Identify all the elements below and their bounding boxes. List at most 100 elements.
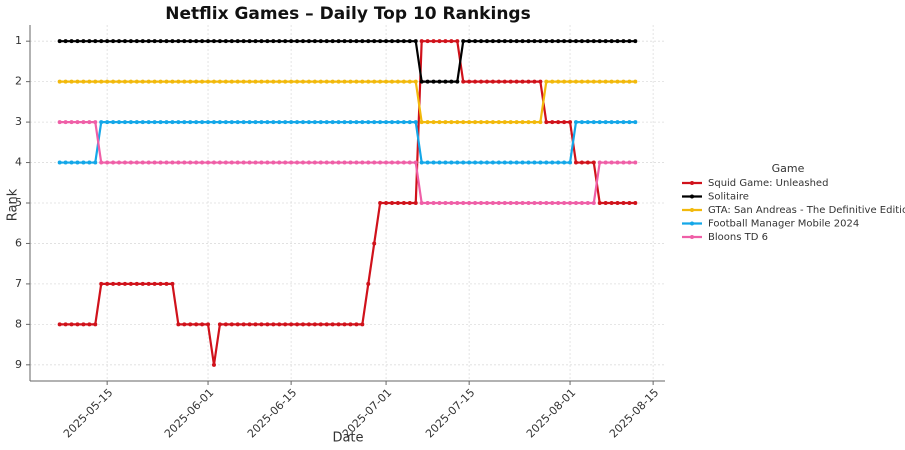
data-point xyxy=(401,120,406,125)
x-tick-label: 2025-08-01 xyxy=(524,386,578,440)
data-point xyxy=(532,39,537,44)
data-point xyxy=(318,322,323,327)
data-point xyxy=(69,79,74,84)
data-point xyxy=(63,79,68,84)
data-point xyxy=(354,160,359,165)
data-point xyxy=(532,120,537,125)
data-point xyxy=(597,39,602,44)
data-point xyxy=(568,120,573,125)
data-point xyxy=(609,160,614,165)
data-point xyxy=(217,120,222,125)
data-point xyxy=(633,160,638,165)
data-point xyxy=(283,322,288,327)
data-point xyxy=(366,39,371,44)
data-point xyxy=(283,79,288,84)
data-point xyxy=(117,39,122,44)
data-point xyxy=(520,201,525,205)
data-point xyxy=(217,160,222,165)
data-point xyxy=(253,160,258,165)
data-point xyxy=(490,201,495,205)
data-point xyxy=(562,120,567,125)
data-point xyxy=(384,39,389,44)
data-point xyxy=(390,79,395,84)
legend-marker xyxy=(690,181,694,185)
data-point xyxy=(490,39,495,44)
data-point xyxy=(206,120,211,125)
data-point xyxy=(413,160,418,165)
data-point xyxy=(431,39,436,44)
data-point xyxy=(164,281,169,286)
data-point xyxy=(538,201,543,205)
data-point xyxy=(206,39,211,44)
data-point xyxy=(111,160,116,165)
data-point xyxy=(520,39,525,44)
data-point xyxy=(621,39,626,44)
data-point xyxy=(473,39,478,44)
data-point xyxy=(253,322,258,327)
data-point xyxy=(140,79,145,84)
y-axis-label: Rank xyxy=(6,188,21,221)
data-point xyxy=(300,322,305,327)
data-point xyxy=(318,79,323,84)
data-point xyxy=(378,160,383,165)
series-line xyxy=(59,120,636,164)
data-point xyxy=(324,79,329,84)
data-point xyxy=(455,160,460,165)
data-point xyxy=(57,322,62,327)
data-point xyxy=(170,39,175,44)
data-point xyxy=(229,39,234,44)
data-point xyxy=(164,39,169,44)
data-point xyxy=(306,120,311,125)
data-point xyxy=(384,120,389,125)
data-point xyxy=(75,120,80,125)
data-point xyxy=(336,322,341,327)
data-point xyxy=(514,39,519,44)
data-point xyxy=(306,39,311,44)
data-point xyxy=(621,79,626,84)
data-point xyxy=(573,120,578,125)
data-point xyxy=(467,79,472,84)
data-point xyxy=(342,120,347,125)
data-point xyxy=(93,120,98,125)
data-point xyxy=(550,160,555,165)
data-point xyxy=(182,39,187,44)
data-point xyxy=(194,120,199,125)
data-point xyxy=(360,120,365,125)
data-point xyxy=(443,201,448,205)
data-point xyxy=(419,120,424,125)
data-point xyxy=(538,39,543,44)
data-point xyxy=(170,120,175,125)
data-point xyxy=(395,120,400,125)
data-point xyxy=(455,201,460,205)
data-point xyxy=(633,79,638,84)
data-point xyxy=(372,39,377,44)
data-point xyxy=(300,120,305,125)
data-point xyxy=(562,160,567,165)
data-point xyxy=(532,160,537,165)
data-point xyxy=(354,322,359,327)
data-point xyxy=(312,39,317,44)
data-point xyxy=(526,79,531,84)
data-point xyxy=(342,160,347,165)
data-point xyxy=(591,79,596,84)
data-point xyxy=(550,39,555,44)
data-point xyxy=(514,120,519,125)
data-point xyxy=(502,79,507,84)
data-point xyxy=(490,160,495,165)
data-point xyxy=(496,120,501,125)
data-point xyxy=(235,39,240,44)
data-point xyxy=(443,79,448,84)
data-point xyxy=(395,160,400,165)
data-point xyxy=(419,160,424,165)
data-point xyxy=(484,201,489,205)
data-point xyxy=(556,79,561,84)
y-tick-label: 1 xyxy=(15,34,22,47)
data-point xyxy=(467,39,472,44)
data-point xyxy=(449,201,454,205)
data-point xyxy=(390,201,395,205)
data-point xyxy=(591,201,596,205)
data-point xyxy=(152,39,157,44)
data-point xyxy=(550,79,555,84)
data-point xyxy=(502,39,507,44)
data-point xyxy=(384,79,389,84)
